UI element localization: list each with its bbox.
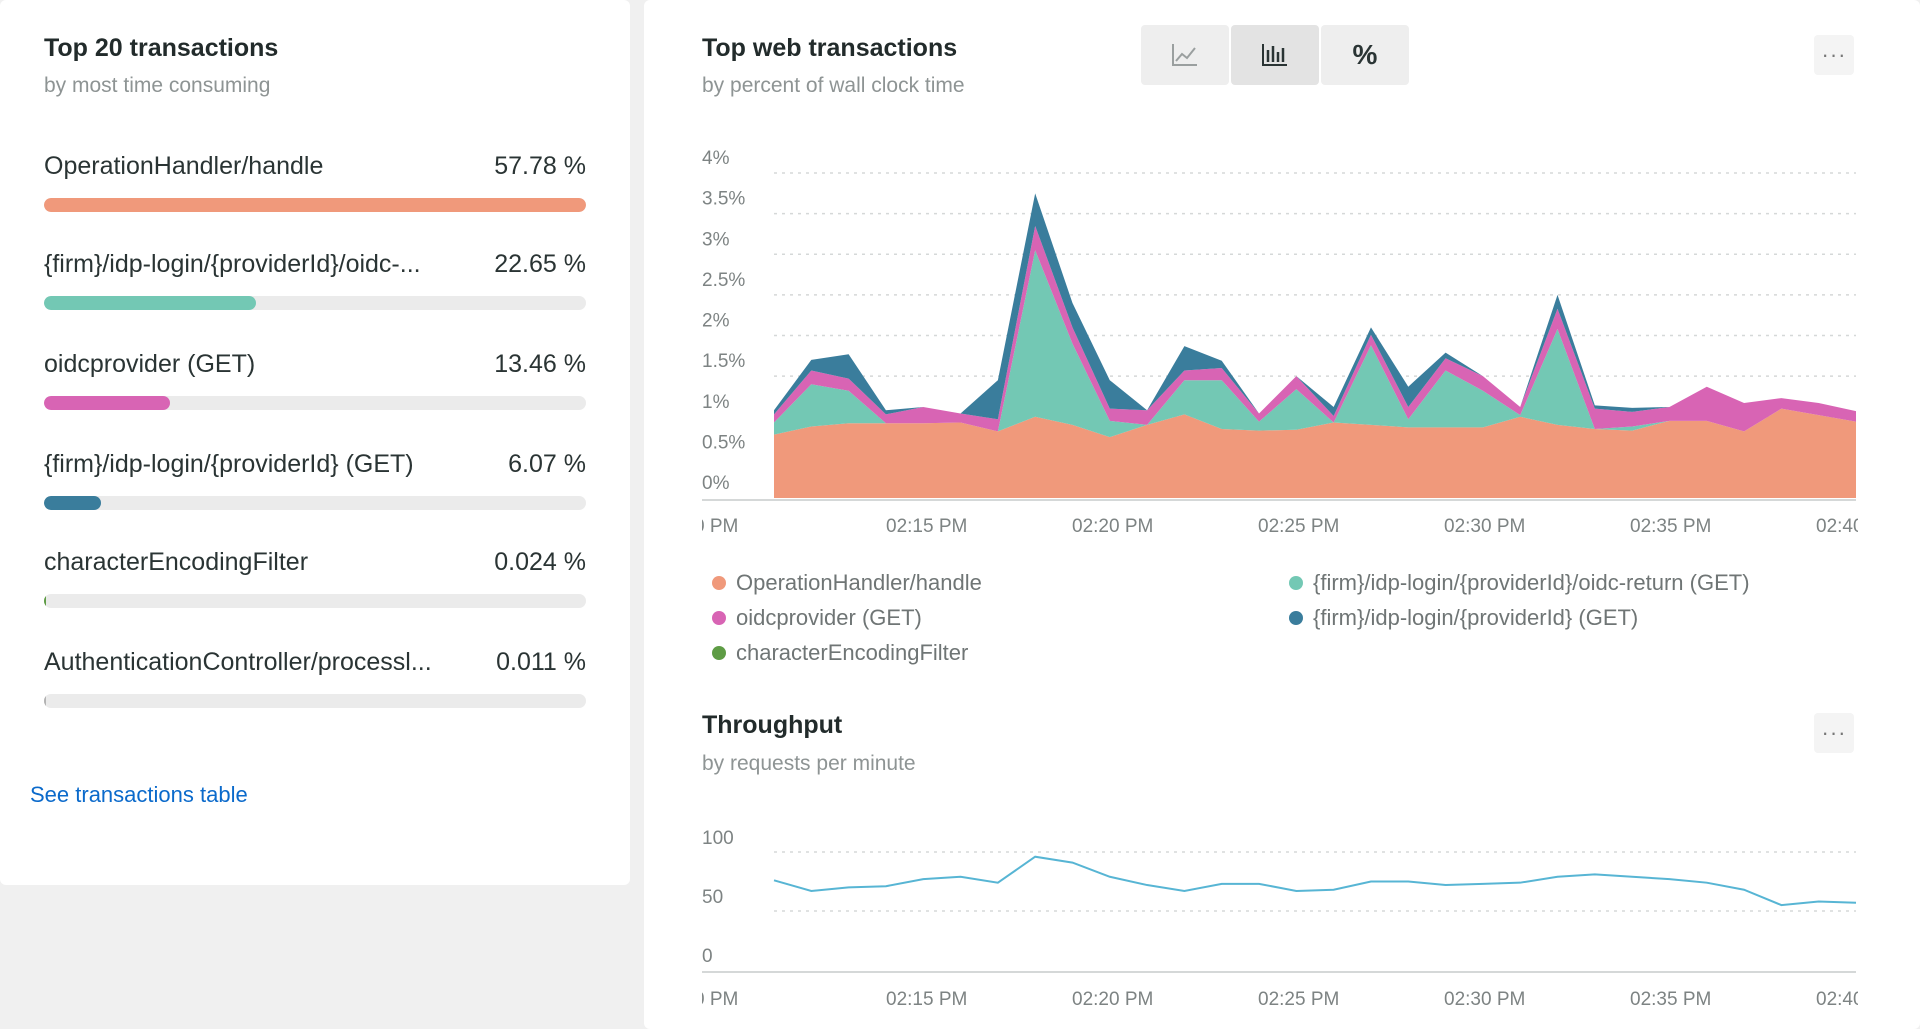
transaction-row[interactable]: OperationHandler/handle 57.78 % <box>44 152 586 242</box>
transaction-percent: 13.46 % <box>494 350 586 378</box>
area-series <box>774 250 1856 438</box>
transaction-bar-track <box>44 496 586 510</box>
y-tick-label: 0% <box>702 473 730 494</box>
x-tick-label: 02:15 PM <box>886 516 967 537</box>
transaction-name: {firm}/idp-login/{providerId} (GET) <box>44 450 414 478</box>
x-tick-label: 02:40 PM <box>1816 516 1897 537</box>
x-tick-label: 02:35 PM <box>1630 516 1711 537</box>
chart-type-toggle: % <box>1141 25 1409 85</box>
transaction-name: oidcprovider (GET) <box>44 350 256 378</box>
web-transactions-chart: 0% 0.5% 1% 1.5% 2% 2.5% 3% 3.5% 4% 0 PM 02:15 PM 02… <box>694 148 1897 537</box>
x-tick-label: 0 PM <box>694 989 738 1010</box>
transaction-row[interactable]: AuthenticationController/processl... 0.01… <box>44 648 586 738</box>
transaction-percent: 0.024 % <box>494 548 586 576</box>
transaction-name: AuthenticationController/processl... <box>44 648 432 676</box>
top-transactions-panel: Top 20 transactions by most time consumi… <box>0 0 630 885</box>
transaction-row[interactable]: {firm}/idp-login/{providerId}/oidc-... 22… <box>44 250 586 340</box>
transaction-bar-track <box>44 296 586 310</box>
throughput-line <box>773 855 1857 907</box>
transaction-bar-fill <box>44 594 46 608</box>
transaction-name: characterEncodingFilter <box>44 548 309 576</box>
legend-item[interactable]: {firm}/idp-login/{providerId} (GET) <box>1289 605 1638 631</box>
web-transactions-legend: OperationHandler/handle {firm}/idp-login/… <box>712 570 1862 680</box>
x-tick-label: 02:15 PM <box>886 989 967 1010</box>
throughput-title: Throughput <box>702 711 843 739</box>
bar-chart-toggle[interactable] <box>1231 25 1319 85</box>
line-chart-icon <box>1172 44 1197 66</box>
transaction-bar-fill <box>44 296 257 310</box>
bar-chart-icon <box>1262 44 1287 66</box>
y-tick-label: 0.5% <box>702 432 745 453</box>
top-transactions-title: Top 20 transactions <box>44 34 279 62</box>
legend-label: {firm}/idp-login/{providerId}/oidc-retur… <box>1313 570 1750 595</box>
transaction-percent: 22.65 % <box>494 250 586 278</box>
transaction-row[interactable]: {firm}/idp-login/{providerId} (GET) 6.07 … <box>44 450 586 540</box>
y-tick-label: 2% <box>702 311 730 332</box>
web-transactions-title: Top web transactions <box>702 34 958 62</box>
transaction-percent: 0.011 % <box>496 648 586 676</box>
transaction-row[interactable]: characterEncodingFilter 0.024 % <box>44 548 586 638</box>
y-tick-label: 2.5% <box>702 270 745 291</box>
y-tick-label: 0 <box>702 946 713 967</box>
transaction-row[interactable]: oidcprovider (GET) 13.46 % <box>44 350 586 440</box>
legend-item[interactable]: characterEncodingFilter <box>712 640 968 666</box>
legend-dot <box>712 576 726 590</box>
legend-dot <box>1289 611 1303 625</box>
web-transactions-more-button[interactable]: ··· <box>1814 35 1854 75</box>
x-tick-label: 02:20 PM <box>1072 989 1153 1010</box>
throughput-more-button[interactable]: ··· <box>1814 713 1854 753</box>
legend-item[interactable]: {firm}/idp-login/{providerId}/oidc-retur… <box>1289 570 1750 596</box>
x-tick-label: 02:25 PM <box>1258 989 1339 1010</box>
transaction-bar-track <box>44 594 586 608</box>
x-tick-label: 0 PM <box>694 516 738 537</box>
x-tick-label: 02:40 PM <box>1816 989 1897 1010</box>
transaction-percent: 57.78 % <box>494 152 586 180</box>
y-tick-label: 50 <box>702 887 723 908</box>
throughput-chart: 0 50 100 0 PM 02:15 PM 02:20 PM 02:25 PM 02:30 … <box>694 828 1897 1010</box>
transaction-bar-track <box>44 694 586 708</box>
legend-label: oidcprovider (GET) <box>736 605 922 630</box>
transaction-bar-fill <box>44 694 46 708</box>
charts-panel: Top web transactions by percent of wall … <box>644 0 1920 1029</box>
x-tick-label: 02:35 PM <box>1630 989 1711 1010</box>
legend-label: OperationHandler/handle <box>736 570 982 595</box>
y-tick-label: 3.5% <box>702 189 745 210</box>
transaction-name: {firm}/idp-login/{providerId}/oidc-... <box>44 250 421 278</box>
transaction-name: OperationHandler/handle <box>44 152 324 180</box>
web-transactions-subtitle: by percent of wall clock time <box>702 74 965 97</box>
legend-dot <box>1289 576 1303 590</box>
x-tick-label: 02:30 PM <box>1444 989 1525 1010</box>
top-transactions-subtitle: by most time consuming <box>44 74 271 97</box>
line-chart-toggle[interactable] <box>1141 25 1229 85</box>
legend-item[interactable]: oidcprovider (GET) <box>712 605 922 631</box>
throughput-subtitle: by requests per minute <box>702 752 916 775</box>
legend-label: characterEncodingFilter <box>736 640 969 665</box>
y-tick-label: 3% <box>702 229 730 250</box>
percent-toggle[interactable]: % <box>1321 25 1409 85</box>
legend-item[interactable]: OperationHandler/handle <box>712 570 982 596</box>
area-series <box>774 193 1856 414</box>
transaction-bar-fill <box>44 496 101 510</box>
area-series <box>774 193 1856 420</box>
see-transactions-table-link[interactable]: See transactions table <box>30 782 248 807</box>
transaction-bar-fill <box>44 198 586 212</box>
transaction-bar-track <box>44 396 586 410</box>
legend-dot <box>712 611 726 625</box>
transaction-percent: 6.07 % <box>508 450 586 478</box>
legend-dot <box>712 646 726 660</box>
transaction-bar-fill <box>44 396 171 410</box>
legend-label: {firm}/idp-login/{providerId} (GET) <box>1313 605 1639 630</box>
y-tick-label: 1% <box>702 392 730 413</box>
area-series <box>774 408 1856 498</box>
x-tick-label: 02:25 PM <box>1258 516 1339 537</box>
y-tick-label: 100 <box>702 828 734 849</box>
transaction-bar-track <box>44 198 586 212</box>
y-tick-label: 1.5% <box>702 351 745 372</box>
y-tick-label: 4% <box>702 148 730 169</box>
area-series <box>774 225 1856 432</box>
percent-icon: % <box>1352 39 1378 70</box>
x-tick-label: 02:20 PM <box>1072 516 1153 537</box>
x-tick-label: 02:30 PM <box>1444 516 1525 537</box>
